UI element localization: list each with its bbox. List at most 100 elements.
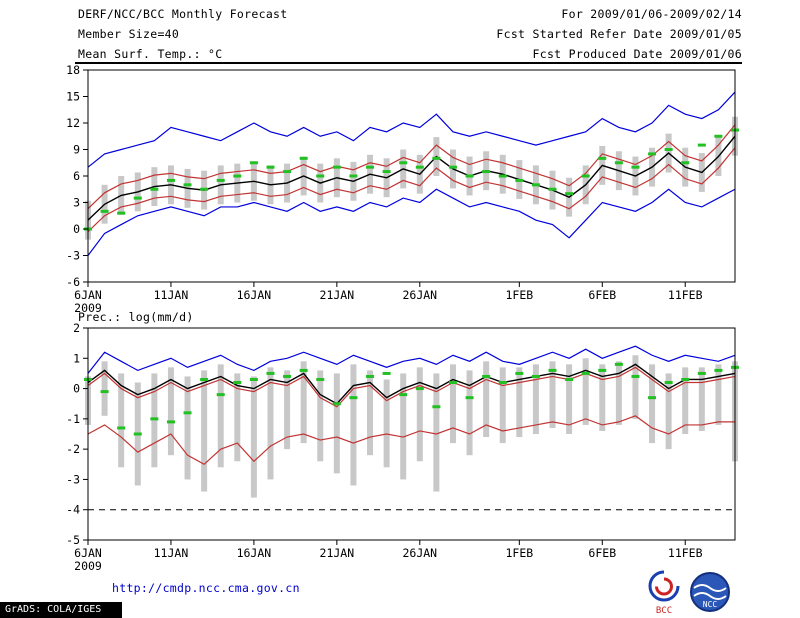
ensemble-spread-bar bbox=[333, 373, 340, 474]
x-tick-label: 21JAN bbox=[320, 288, 355, 302]
observation-marker bbox=[432, 156, 441, 160]
observation-marker bbox=[697, 143, 706, 147]
observation-marker bbox=[382, 170, 391, 174]
y-tick-label: -4 bbox=[66, 503, 80, 517]
y-tick-label: 6 bbox=[73, 169, 80, 183]
bcc-logo: BCC bbox=[648, 570, 680, 616]
observation-marker bbox=[515, 371, 524, 375]
x-tick-label: 6JAN bbox=[74, 546, 102, 560]
observation-marker bbox=[183, 183, 192, 187]
x-tick-label: 11JAN bbox=[154, 546, 189, 560]
observation-marker bbox=[548, 187, 557, 191]
x-tick-label: 26JAN bbox=[402, 546, 437, 560]
y-tick-label: -3 bbox=[66, 472, 80, 486]
bcc-logo-label: BCC bbox=[656, 606, 672, 616]
bcc-logo-red-swirl bbox=[655, 577, 673, 596]
observation-marker bbox=[399, 161, 408, 165]
observation-marker bbox=[448, 165, 457, 169]
observation-marker bbox=[166, 178, 175, 182]
x-tick-label: 1FEB bbox=[505, 546, 533, 560]
ensemble-mean-line bbox=[87, 135, 736, 221]
ensemble-spread-bar bbox=[217, 364, 224, 468]
ensemble-spread-bar bbox=[101, 361, 108, 416]
observation-marker bbox=[216, 178, 225, 182]
observation-marker bbox=[349, 174, 358, 178]
observation-marker bbox=[697, 371, 706, 375]
x-tick-label: 16JAN bbox=[237, 288, 272, 302]
y-tick-label: -2 bbox=[66, 442, 80, 456]
observation-marker bbox=[150, 417, 159, 421]
ensemble-mean-line bbox=[87, 363, 736, 405]
observation-marker bbox=[183, 411, 192, 415]
observation-marker bbox=[349, 396, 358, 400]
header-divider bbox=[75, 62, 742, 64]
ensemble-spread-bar bbox=[599, 364, 606, 431]
y-tick-label: 1 bbox=[73, 351, 80, 365]
ncc-logo-globe bbox=[691, 573, 729, 611]
observation-marker bbox=[598, 156, 607, 160]
ensemble-spread-bar bbox=[350, 364, 357, 486]
lower-std-line bbox=[87, 147, 736, 233]
ensemble-spread-bar bbox=[400, 373, 407, 480]
ensemble-spread-bar bbox=[317, 370, 324, 462]
observation-marker bbox=[117, 211, 126, 215]
observation-marker bbox=[681, 377, 690, 381]
observation-marker bbox=[631, 374, 640, 378]
ensemble-spread-bar bbox=[300, 361, 307, 444]
x-tick-label: 6FEB bbox=[588, 288, 616, 302]
observation-marker bbox=[399, 393, 408, 397]
ensemble-spread-bar bbox=[715, 364, 722, 425]
grads-credit-bar: GrADS: COLA/IGES bbox=[0, 602, 122, 618]
observation-marker bbox=[249, 161, 258, 165]
observation-marker bbox=[482, 374, 491, 378]
observation-marker bbox=[648, 396, 657, 400]
ensemble-spread-bar bbox=[118, 373, 125, 468]
x-tick-label: 1FEB bbox=[505, 288, 533, 302]
ensemble-max-line bbox=[87, 345, 736, 374]
y-tick-label: -1 bbox=[66, 412, 80, 426]
observation-marker bbox=[664, 148, 673, 151]
observation-marker bbox=[100, 390, 109, 394]
observation-marker bbox=[415, 387, 424, 391]
y-tick-label: 0 bbox=[73, 222, 80, 236]
observation-marker bbox=[366, 165, 375, 169]
ensemble-max-line bbox=[87, 91, 736, 168]
observation-marker bbox=[266, 165, 275, 169]
ensemble-spread-bar bbox=[582, 358, 589, 425]
y-tick-label: 3 bbox=[73, 196, 80, 210]
member-size-label: Member Size=40 bbox=[78, 27, 180, 41]
fcst-started-label: Fcst Started Refer Date 2009/01/05 bbox=[496, 27, 742, 41]
ensemble-spread-bar bbox=[549, 361, 556, 428]
observation-marker bbox=[117, 426, 126, 430]
fcst-produced-label: Fcst Produced Date 2009/01/06 bbox=[532, 47, 742, 61]
observation-marker bbox=[465, 174, 474, 178]
observation-marker bbox=[332, 165, 341, 169]
ensemble-spread-bar bbox=[184, 376, 191, 480]
y-tick-label: 9 bbox=[73, 143, 80, 157]
ensemble-spread-bar bbox=[483, 361, 490, 438]
observation-marker bbox=[598, 368, 607, 372]
observation-marker bbox=[283, 374, 292, 378]
x-tick-label: 6FEB bbox=[588, 546, 616, 560]
website-link[interactable]: http://cmdp.ncc.cma.gov.cn bbox=[112, 581, 300, 595]
ensemble-spread-bar bbox=[499, 367, 506, 444]
observation-marker bbox=[515, 178, 524, 182]
observation-marker bbox=[681, 161, 690, 165]
observation-marker bbox=[100, 209, 109, 213]
observation-marker bbox=[316, 377, 325, 381]
x-tick-label: 11FEB bbox=[668, 288, 703, 302]
observation-marker bbox=[531, 374, 540, 378]
ensemble-min-line bbox=[87, 188, 736, 256]
observation-marker bbox=[448, 381, 457, 385]
top-variable-label: Mean Surf. Temp.: °C bbox=[78, 47, 223, 61]
forecast-range-label: For 2009/01/06-2009/02/14 bbox=[561, 7, 742, 21]
observation-marker bbox=[714, 368, 723, 372]
x-tick-sublabel: 2009 bbox=[74, 301, 102, 315]
y-tick-label: 2 bbox=[73, 322, 80, 335]
observation-marker bbox=[283, 170, 292, 174]
y-tick-label: -6 bbox=[66, 275, 80, 289]
observation-marker bbox=[631, 165, 640, 169]
ensemble-spread-bar bbox=[367, 370, 374, 456]
